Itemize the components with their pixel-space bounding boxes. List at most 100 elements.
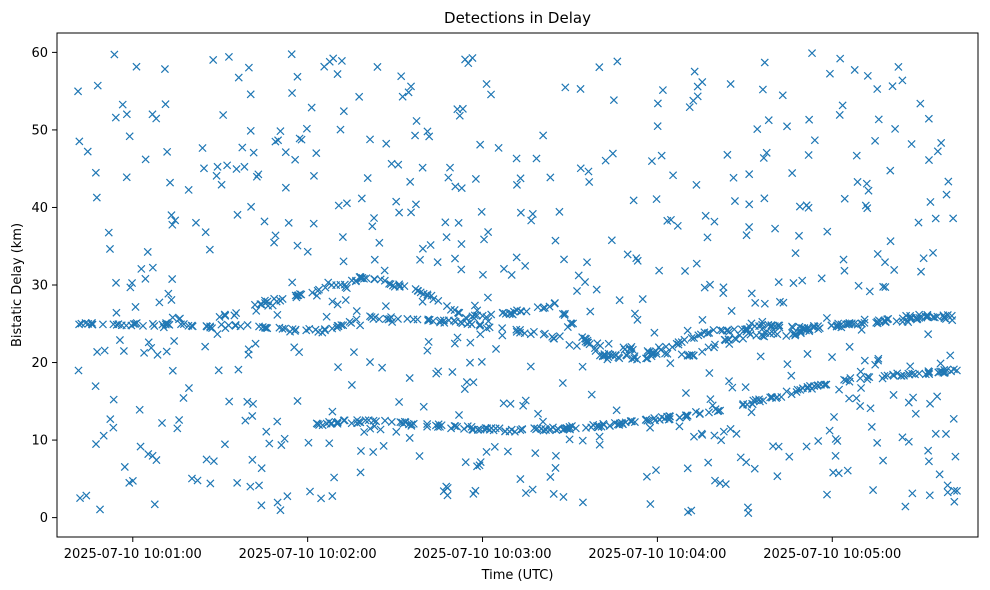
detection-point	[243, 397, 252, 406]
detection-point	[680, 335, 689, 344]
detection-point	[152, 114, 161, 123]
detection-point	[264, 301, 273, 310]
detection-point	[120, 462, 129, 471]
detection-point	[280, 434, 289, 443]
detection-point	[95, 505, 105, 514]
detection-point	[418, 297, 427, 306]
detection-point	[314, 285, 324, 294]
detection-point	[144, 450, 153, 459]
detection-point	[392, 197, 401, 206]
detection-point	[785, 452, 794, 461]
detection-point	[426, 241, 435, 250]
detection-point	[302, 326, 311, 335]
detection-point	[607, 236, 616, 245]
detection-point	[380, 266, 389, 275]
detection-point	[710, 476, 720, 485]
detection-point	[726, 79, 735, 89]
detection-point	[431, 421, 440, 430]
detection-point	[99, 431, 108, 440]
detection-point	[273, 498, 282, 507]
detection-point	[333, 417, 342, 426]
detection-point	[881, 283, 890, 292]
detection-point	[730, 197, 739, 206]
detection-point	[288, 89, 297, 98]
detection-point	[471, 174, 480, 183]
detection-point	[198, 144, 207, 153]
detection-point	[673, 221, 682, 230]
detection-point	[751, 298, 760, 307]
detection-point	[909, 393, 918, 402]
detection-point	[482, 313, 491, 322]
detection-point	[919, 254, 928, 263]
detection-point	[371, 313, 380, 322]
detection-point	[642, 354, 651, 363]
detection-point	[321, 283, 330, 292]
detection-point	[501, 427, 510, 436]
detection-point	[406, 177, 415, 186]
detection-point	[768, 442, 778, 451]
detection-point	[455, 111, 464, 120]
detection-point	[600, 350, 609, 359]
detection-point	[831, 451, 840, 460]
detection-point	[393, 314, 402, 323]
detection-point	[406, 82, 416, 91]
detection-point	[184, 384, 193, 393]
detection-point	[842, 376, 851, 385]
detection-point	[940, 365, 949, 374]
detection-point	[931, 214, 940, 223]
detection-point	[476, 330, 485, 339]
detection-point	[555, 332, 564, 341]
detection-point	[758, 320, 767, 329]
detection-point	[206, 479, 215, 488]
detection-point	[219, 111, 228, 120]
detection-point	[661, 342, 671, 351]
detection-point	[750, 464, 759, 473]
detection-point	[696, 330, 705, 339]
detection-point	[578, 436, 587, 445]
detection-point	[546, 472, 555, 481]
detection-point	[93, 81, 102, 90]
detection-point	[388, 317, 397, 326]
detection-point	[83, 147, 92, 156]
detection-point	[873, 85, 882, 94]
detection-point	[111, 278, 121, 287]
detection-point	[796, 385, 805, 394]
detection-point	[943, 488, 952, 497]
detection-point	[382, 139, 391, 148]
detection-point	[451, 182, 460, 191]
detection-point	[787, 390, 796, 399]
detection-point	[419, 289, 428, 298]
detection-point	[521, 261, 530, 270]
detection-point	[698, 430, 707, 439]
detection-point	[462, 378, 471, 387]
detection-point	[166, 178, 175, 187]
detection-point	[528, 209, 537, 218]
detection-point	[291, 155, 300, 164]
detection-point	[558, 378, 567, 388]
detection-point	[376, 275, 385, 284]
detection-point	[716, 326, 725, 335]
detection-point	[128, 278, 137, 288]
detection-point	[271, 231, 280, 240]
detection-point	[144, 338, 153, 347]
detection-point	[924, 114, 933, 123]
detection-point	[845, 342, 854, 351]
detection-point	[295, 348, 304, 357]
detection-point	[657, 151, 666, 160]
detection-point	[234, 365, 243, 374]
detection-point	[561, 83, 570, 92]
detection-point	[277, 441, 286, 450]
detection-point	[527, 216, 536, 225]
detection-point	[906, 362, 915, 371]
detection-point	[578, 362, 587, 371]
detection-point	[499, 264, 508, 273]
detection-point	[512, 253, 521, 262]
detection-point	[487, 90, 496, 99]
detection-point	[217, 180, 226, 189]
detection-point	[762, 148, 771, 157]
detection-point	[326, 419, 335, 428]
detection-point	[432, 369, 441, 378]
detection-point	[653, 99, 662, 108]
detection-point	[141, 155, 150, 164]
